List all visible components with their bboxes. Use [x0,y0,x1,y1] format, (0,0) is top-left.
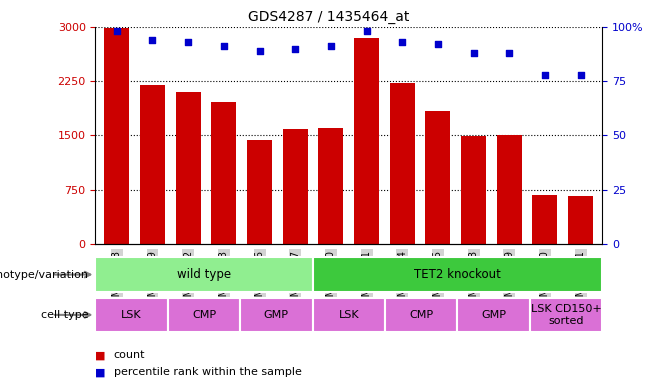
Bar [426,111,451,244]
Point [397,39,407,45]
Bar [313,298,385,332]
Point [361,28,372,34]
Text: count: count [114,350,145,360]
Bar [497,136,522,244]
Point [540,71,550,78]
Text: ■: ■ [95,367,106,377]
Bar [211,102,236,244]
Bar [313,257,602,292]
Text: cell type: cell type [41,310,89,320]
Text: CMP: CMP [409,310,433,320]
Bar [105,28,130,244]
Bar [176,92,201,244]
Point [218,43,229,50]
Text: GMP: GMP [264,310,289,320]
Bar [140,85,165,244]
Text: GMP: GMP [481,310,506,320]
Bar [240,298,313,332]
Text: wild type: wild type [177,268,231,281]
Bar [385,298,457,332]
Bar [168,298,240,332]
Point [433,41,443,47]
Bar [354,38,379,244]
Text: ■: ■ [95,350,106,360]
Bar [318,128,343,244]
Bar [95,257,313,292]
Bar [532,195,557,244]
Bar [530,298,602,332]
Bar [568,196,593,244]
Bar [390,83,415,244]
Bar [95,298,168,332]
Bar [283,129,308,244]
Text: CMP: CMP [192,310,216,320]
Bar [461,136,486,244]
Point [254,48,265,54]
Text: genotype/variation: genotype/variation [0,270,89,280]
Point [147,37,158,43]
Text: LSK CD150+
sorted: LSK CD150+ sorted [530,304,601,326]
Point [468,50,479,56]
Point [183,39,193,45]
Text: LSK: LSK [338,310,359,320]
Bar [247,140,272,244]
Text: TET2 knockout: TET2 knockout [414,268,501,281]
Text: LSK: LSK [121,310,142,320]
Point [290,46,301,52]
Point [326,43,336,50]
Point [112,28,122,34]
Text: percentile rank within the sample: percentile rank within the sample [114,367,302,377]
Point [504,50,515,56]
Bar [457,298,530,332]
Text: GDS4287 / 1435464_at: GDS4287 / 1435464_at [248,10,410,23]
Point [575,71,586,78]
